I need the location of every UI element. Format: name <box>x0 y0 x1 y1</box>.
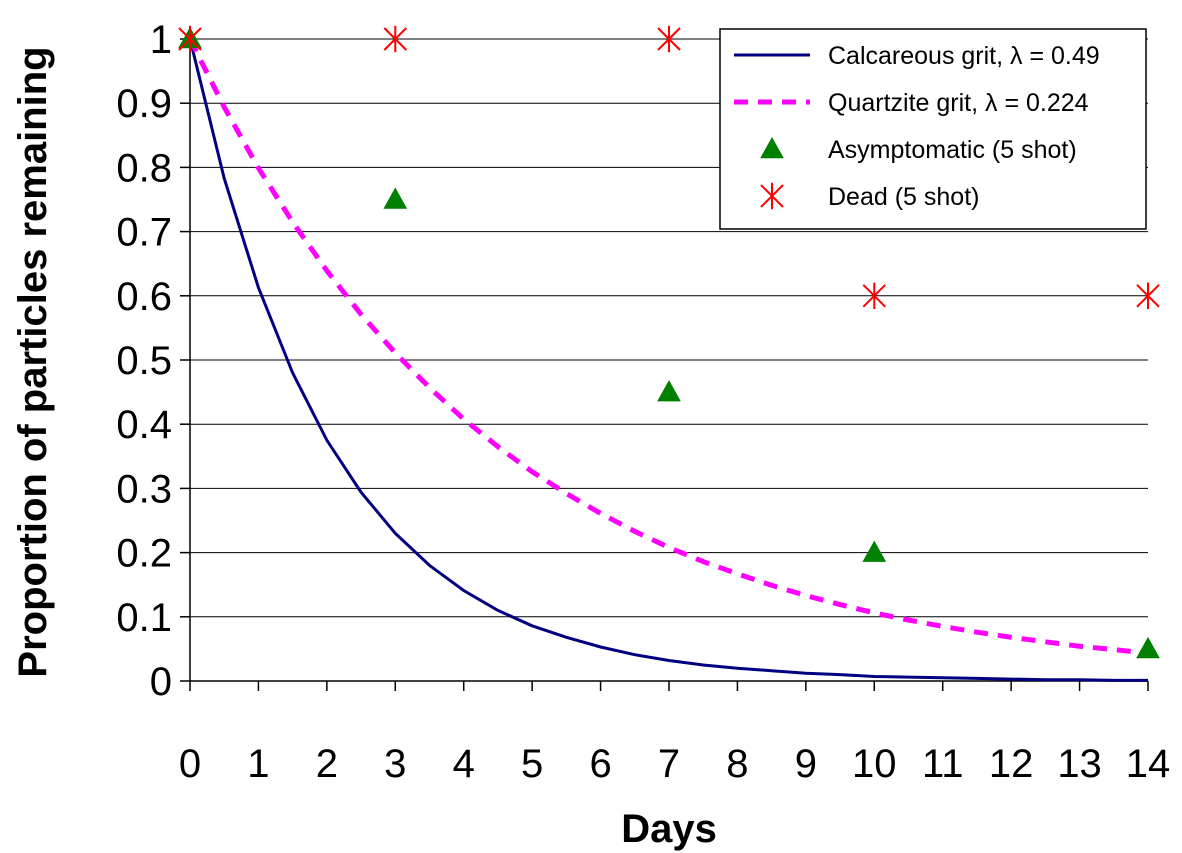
y-tick-label: 0.9 <box>116 82 172 126</box>
legend-entry-label: Dead (5 shot) <box>828 183 979 211</box>
data-point-triangle <box>383 187 408 209</box>
x-tick-label: 7 <box>658 742 680 786</box>
x-tick-label: 11 <box>922 742 964 786</box>
x-tick-labels: 0 1 2 3 4 5 6 7 8 9 10 11 12 13 14 <box>179 742 1170 786</box>
y-tick-label: 0.4 <box>116 403 172 447</box>
y-axis-title: Proportion of particles remaining <box>11 46 55 677</box>
y-tick-label: 1 <box>150 18 172 62</box>
x-tick-label: 10 <box>852 742 897 786</box>
data-point-triangle <box>1136 636 1160 659</box>
data-point-asterisk <box>862 282 886 309</box>
x-tick-label: 4 <box>453 742 475 786</box>
x-tick-label: 0 <box>179 742 201 786</box>
data-point-asterisk <box>383 25 407 53</box>
data-point-asterisk <box>657 25 681 53</box>
y-tick-label: 0.3 <box>116 467 172 511</box>
x-tick-label: 9 <box>795 742 817 786</box>
x-tick-label: 5 <box>521 742 543 786</box>
y-tick-label: 0 <box>150 660 172 704</box>
x-axis-title: Days <box>621 807 717 851</box>
x-tick-label: 8 <box>726 742 748 786</box>
y-tick-label: 0.7 <box>116 211 172 255</box>
legend-entry-label: Asymptomatic (5 shot) <box>828 136 1077 164</box>
y-tick-label: 0.1 <box>116 596 172 640</box>
legend-entry-label: Calcareous grit, λ = 0.49 <box>828 42 1100 70</box>
legend-box <box>719 28 1147 230</box>
data-point-triangle <box>862 540 887 562</box>
x-tick-label: 12 <box>989 742 1034 786</box>
x-tick-label: 1 <box>247 742 269 786</box>
x-tick-label: 6 <box>589 742 611 786</box>
y-tick-label: 0.6 <box>116 275 172 319</box>
data-point-asterisk <box>178 25 202 53</box>
x-tick-label: 13 <box>1057 742 1102 786</box>
x-tick-label: 3 <box>384 742 406 786</box>
x-tick-label: 2 <box>316 742 338 786</box>
y-tick-labels: 0 0.1 0.2 0.3 0.4 0.5 0.6 0.7 0.8 0.9 1 <box>116 18 172 704</box>
legend-swatch-asterisk <box>760 182 784 210</box>
series-layer <box>178 25 1160 682</box>
y-tick-label: 0.2 <box>116 532 172 576</box>
x-tick-label: 14 <box>1126 742 1171 786</box>
data-point-triangle <box>657 380 681 402</box>
legend-swatch-triangle <box>760 136 784 159</box>
series-line-0 <box>188 38 1148 682</box>
data-point-asterisk <box>1136 282 1160 309</box>
y-tick-label: 0.8 <box>116 146 172 190</box>
legend-entry-label: Quartzite grit, λ = 0.224 <box>828 89 1089 117</box>
legend: Calcareous grit, λ = 0.49 Quartzite grit,… <box>719 28 1147 230</box>
y-tick-label: 0.5 <box>116 339 172 383</box>
